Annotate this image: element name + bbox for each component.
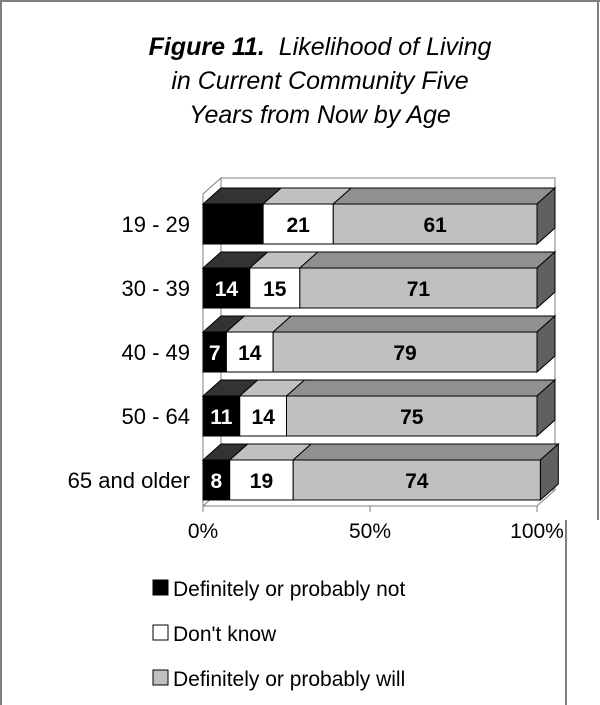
legend-label: Definitely or probably not (173, 578, 405, 601)
data-label: 21 (287, 214, 311, 237)
figure-label: Figure 11. (148, 33, 265, 61)
bar-segment-top (331, 187, 557, 205)
x-tick-label: 0% (188, 520, 218, 543)
data-label: 14 (215, 278, 239, 301)
bar-segment (202, 459, 231, 501)
legend-swatch (152, 579, 169, 596)
category-label: 30 - 39 (122, 276, 191, 301)
data-label: 74 (405, 470, 429, 493)
legend-swatch (152, 669, 169, 686)
category-label: 50 - 64 (122, 404, 191, 429)
x-tick-label: 50% (349, 520, 391, 543)
bar-segment (262, 203, 334, 245)
title-line-2: in Current Community Five (171, 67, 469, 95)
bar-segment (286, 395, 538, 437)
data-label: 7 (209, 342, 221, 365)
data-label: 19 (250, 470, 273, 493)
category-label: 65 and older (68, 468, 190, 493)
bar-segment (202, 395, 241, 437)
title-line-3: Years from Now by Age (189, 101, 451, 129)
x-tick-label: 100% (510, 520, 564, 543)
data-label: 11 (210, 406, 233, 429)
legend-label: Definitely or probably will (173, 668, 405, 691)
legend-swatch (152, 624, 169, 641)
bar-segment (249, 267, 301, 309)
category-label: 40 - 49 (122, 340, 191, 365)
title-line-1: Figure 11. Likelihood of Living (40, 30, 600, 64)
bar-segment-top (285, 379, 557, 397)
bar-segment (332, 203, 538, 245)
data-label: 61 (423, 214, 447, 237)
title-text-1: Likelihood of Living (278, 33, 492, 61)
bar-segment (272, 331, 538, 373)
data-label: 14 (238, 342, 262, 365)
bar-segment (202, 267, 251, 309)
bar-segment (202, 203, 264, 245)
data-label: 14 (251, 406, 275, 429)
data-label: 75 (400, 406, 424, 429)
bar-segment (292, 459, 541, 501)
data-label: 71 (407, 278, 431, 301)
bar-segment-top (298, 251, 557, 269)
bar-segment (299, 267, 538, 309)
bar-segment (239, 395, 288, 437)
chart-title: Figure 11. Likelihood of Living in Curre… (40, 30, 600, 132)
data-label: 79 (393, 342, 416, 365)
bar-segment (225, 331, 274, 373)
bar-segment-top (291, 443, 560, 461)
floor-right-edge (536, 489, 556, 507)
data-label: 8 (211, 470, 223, 493)
data-label: 15 (263, 278, 287, 301)
bar-segment (229, 459, 294, 501)
legend-label: Don't know (173, 623, 277, 646)
category-label: 19 - 29 (122, 212, 191, 237)
bar-segment-top (271, 315, 557, 333)
